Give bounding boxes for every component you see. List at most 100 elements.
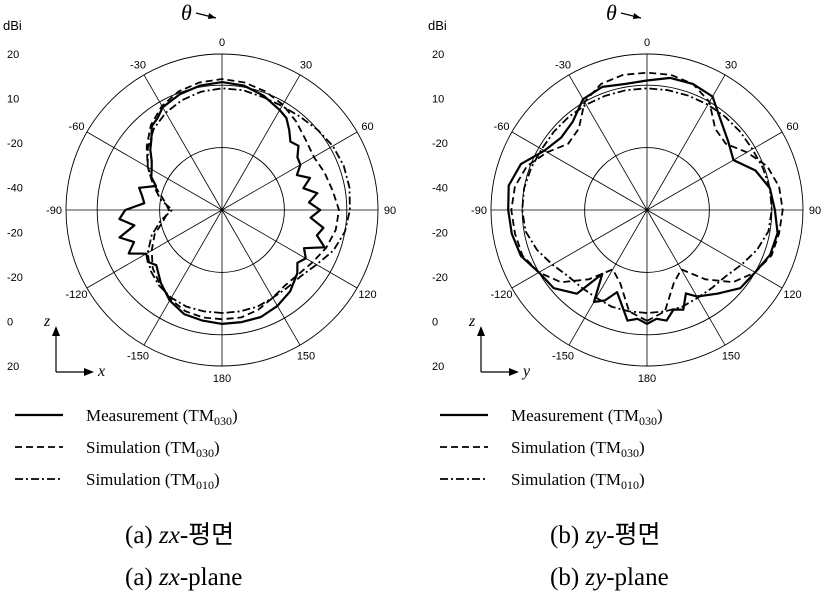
legend-label-a-2: Simulation (TM010) <box>86 470 220 492</box>
angle-tick-b-8: -120 <box>490 289 512 301</box>
angle-tick-b-0: 0 <box>644 37 650 49</box>
theta-symbol-b: θ <box>606 0 617 25</box>
spoke-a-2 <box>221 131 358 211</box>
radial-tick-a-1: 10 <box>7 94 19 106</box>
angle-tick-a-2: 60 <box>361 121 373 133</box>
caption-suffix-ko-b: -평면 <box>606 521 660 549</box>
radial-tick-b-3: -40 <box>432 183 448 195</box>
legend-sub-b-0: 030 <box>639 414 657 428</box>
y-arrow-head-b <box>509 368 519 376</box>
caption-en-b: (b) zy-plane <box>550 564 669 591</box>
y-axis-label-b: y <box>521 363 531 380</box>
caption-letter-en-b: (b) <box>550 564 579 591</box>
caption-en-a: (a) zx-plane <box>125 564 242 591</box>
spoke-b-4 <box>646 209 783 289</box>
caption-ko-b: (b) zy-평면 <box>550 521 661 549</box>
angle-tick-b-10: -60 <box>494 121 510 133</box>
angle-tick-a-7: -150 <box>127 350 149 362</box>
legend-sub-a-2: 010 <box>196 478 214 492</box>
angle-tick-a-4: 120 <box>358 289 376 301</box>
caption-letter-ko-b: (b) <box>550 522 579 549</box>
angle-tick-a-0: 0 <box>219 37 225 49</box>
z-axis-label-a: z <box>43 313 51 330</box>
angle-tick-b-6: 180 <box>638 373 656 385</box>
legend-end-a-1: ) <box>214 438 220 457</box>
legend-a: Measurement (TM030) Simulation (TM030) Sim… <box>15 406 238 492</box>
legend-label-b-0: Measurement (TM030) <box>511 406 663 428</box>
legend-main-b-2: Simulation (TM <box>511 470 621 489</box>
legend-end-b-0: ) <box>657 406 663 425</box>
angle-tick-a-5: 150 <box>297 350 315 362</box>
theta-symbol-a: θ <box>181 0 192 25</box>
x-axis-label-a: x <box>97 363 105 380</box>
radial-tick-b-5: -20 <box>432 272 448 284</box>
spoke-a-7 <box>143 209 223 346</box>
caption-plane-ko-a: zx <box>158 522 180 549</box>
spoke-a-4 <box>221 209 358 289</box>
legend-label-b-1: Simulation (TM030) <box>511 438 645 460</box>
series-line-b-0 <box>507 76 779 325</box>
polar-grid-a <box>65 53 379 367</box>
radial-tick-b-6: 0 <box>432 316 438 328</box>
spoke-a-11 <box>143 74 223 211</box>
angle-tick-b-7: -150 <box>552 350 574 362</box>
caption-plane-ko-b: zy <box>584 522 607 549</box>
radial-tick-labels-b: 20 10 -20 -40 -20 -20 0 20 <box>432 49 448 373</box>
series-line-a-0 <box>118 81 326 325</box>
theta-arrow-head-b <box>633 13 641 19</box>
legend-end-a-0: ) <box>232 406 238 425</box>
theta-arrow-head-a <box>208 13 216 19</box>
spoke-b-10 <box>511 131 648 211</box>
legend-end-b-1: ) <box>639 438 645 457</box>
legend-label-a-0: Measurement (TM030) <box>86 406 238 428</box>
caption-suffix-en-a: -plane <box>180 564 242 591</box>
legend-main-a-0: Measurement (TM <box>86 406 214 425</box>
series-line-a-1 <box>145 78 340 321</box>
legend-main-b-1: Simulation (TM <box>511 438 621 457</box>
theta-indicator-b: θ <box>606 0 642 25</box>
spoke-a-8 <box>86 209 223 289</box>
angle-tick-a-1: 30 <box>300 60 312 72</box>
spoke-a-5 <box>221 209 301 346</box>
radial-tick-a-5: -20 <box>7 272 23 284</box>
angle-tick-a-10: -60 <box>69 121 85 133</box>
angle-tick-labels-b: 0 30 60 90 120 150 180 -150 -120 -90 -60 -30 <box>471 37 821 385</box>
radial-tick-b-1: 10 <box>432 94 444 106</box>
caption-ko-a: (a) zx-평면 <box>125 521 234 549</box>
caption-suffix-en-b: -plane <box>606 564 668 591</box>
radial-tick-a-7: 20 <box>7 361 19 373</box>
coordinate-axes-a: z x <box>43 313 105 380</box>
angle-tick-b-3: 90 <box>809 205 821 217</box>
angle-tick-a-3: 90 <box>384 205 396 217</box>
legend-end-a-2: ) <box>214 470 220 489</box>
angle-tick-labels-a: 0 30 60 90 120 150 180 -150 -120 -90 -60 -30 <box>46 37 396 385</box>
spoke-a-10 <box>86 131 223 211</box>
radial-tick-b-7: 20 <box>432 361 444 373</box>
angle-tick-b-2: 60 <box>786 121 798 133</box>
series-line-b-2 <box>521 87 773 314</box>
radial-tick-b-2: -20 <box>432 138 448 150</box>
x-arrow-head-a <box>84 368 94 376</box>
caption-letter-en-a: (a) <box>125 564 153 591</box>
radial-tick-a-3: -40 <box>7 183 23 195</box>
spoke-b-8 <box>511 209 648 289</box>
series-lines-b <box>507 71 784 325</box>
caption-suffix-ko-a: -평면 <box>180 521 234 549</box>
unit-label-a: dBi <box>3 18 22 33</box>
radial-tick-a-0: 20 <box>7 49 19 61</box>
caption-plane-en-a: zx <box>158 564 180 591</box>
z-arrow-head-b <box>477 326 485 336</box>
legend-label-b-2: Simulation (TM010) <box>511 470 645 492</box>
legend-label-a-1: Simulation (TM030) <box>86 438 220 460</box>
angle-tick-b-4: 120 <box>783 289 801 301</box>
angle-tick-a-11: -30 <box>130 60 146 72</box>
radial-tick-a-4: -20 <box>7 227 23 239</box>
legend-sub-b-2: 010 <box>621 478 639 492</box>
angle-tick-b-1: 30 <box>725 60 737 72</box>
z-axis-label-b: z <box>468 313 476 330</box>
spoke-b-2 <box>646 131 783 211</box>
spoke-b-11 <box>568 74 648 211</box>
